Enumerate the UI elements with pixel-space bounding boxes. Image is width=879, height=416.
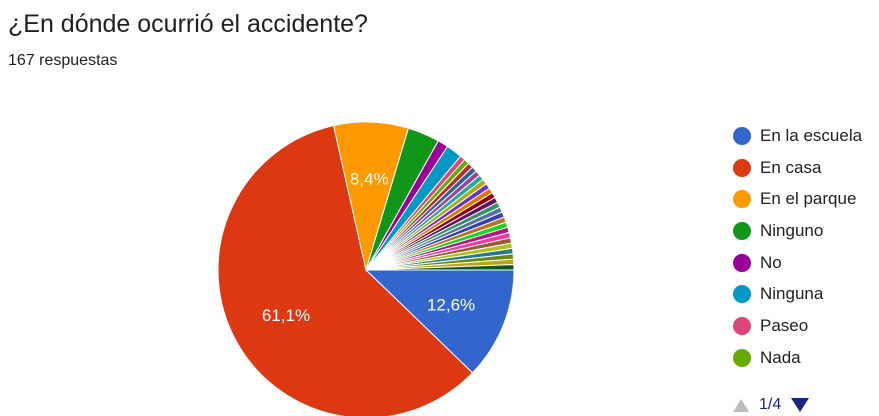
- legend-item: En la escuela: [733, 120, 862, 152]
- legend-prev-page-icon[interactable]: [733, 398, 749, 412]
- pie-slice-1: [217, 124, 474, 416]
- legend-item: No: [733, 247, 862, 279]
- legend-label: Ninguna: [760, 284, 824, 304]
- legend-swatch-icon: [733, 221, 751, 240]
- pie-data-label-2: 8,4%: [350, 169, 389, 188]
- chart-legend: En la escuela En casa En el parque Ninguno N…: [733, 120, 862, 374]
- legend-label: Nada: [760, 347, 801, 367]
- legend-swatch-icon: [733, 316, 751, 335]
- legend-swatch-icon: [733, 285, 751, 304]
- legend-swatch-icon: [733, 126, 751, 145]
- legend-swatch-icon: [733, 158, 751, 177]
- legend-item: Paseo: [733, 310, 862, 342]
- legend-item: En casa: [733, 152, 862, 184]
- legend-label: En el parque: [760, 189, 857, 209]
- pie-slice-29: [365, 264, 515, 271]
- legend-item: Ninguno: [733, 215, 862, 247]
- pie-labels: 12,6% 61,1% 8,4%: [262, 169, 475, 325]
- legend-swatch-icon: [733, 190, 751, 209]
- legend-item: Nada: [733, 342, 862, 374]
- legend-page-indicator: 1/4: [759, 396, 782, 413]
- legend-pager: 1/4: [733, 396, 810, 414]
- question-title: ¿En dónde ocurrió el accidente?: [8, 10, 368, 38]
- legend-swatch-icon: [733, 253, 751, 272]
- legend-item: Ninguna: [733, 278, 862, 310]
- legend-next-page-icon[interactable]: [791, 398, 810, 412]
- pie-data-label-0: 12,6%: [427, 295, 475, 314]
- legend-label: No: [760, 252, 782, 272]
- legend-item: En el parque: [733, 183, 862, 215]
- response-count: 167 respuestas: [8, 52, 118, 69]
- legend-label: En la escuela: [760, 125, 863, 145]
- legend-label: En casa: [760, 157, 822, 177]
- legend-label: Paseo: [760, 315, 809, 335]
- pie-slices: [217, 121, 515, 416]
- pie-slice-0: [364, 269, 515, 374]
- pie-data-label-1: 61,1%: [262, 306, 310, 325]
- legend-label: Ninguno: [760, 220, 824, 240]
- legend-swatch-icon: [733, 348, 751, 367]
